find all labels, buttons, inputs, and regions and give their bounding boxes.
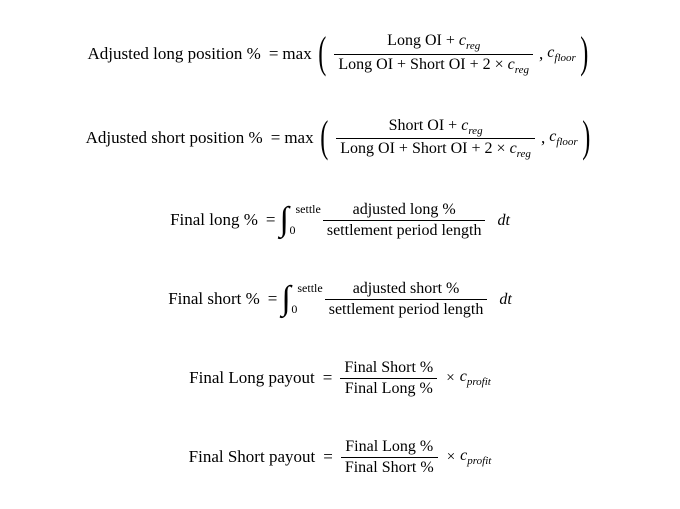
eq4-fraction: adjusted short % settlement period lengt… <box>321 279 492 319</box>
equals-sign: = <box>267 129 285 148</box>
reg-sub: reg <box>515 64 529 76</box>
eq1-fraction: Long OI + creg Long OI + Short OI + 2 × … <box>330 31 537 77</box>
equation-adjusted-long: Adjusted long position % = max ( Long OI… <box>10 31 670 77</box>
eq1-den-a: Long OI <box>338 56 393 73</box>
profit-sub: profit <box>467 455 491 467</box>
eq2-den-a: Long OI <box>340 140 395 157</box>
int-upper: settle <box>296 203 321 216</box>
eq3-den: settlement period length <box>323 221 486 241</box>
eq5-lhs: Final Long payout <box>189 369 319 388</box>
two-times: 2 × <box>485 140 506 157</box>
comma: , <box>537 45 547 64</box>
c-profit: cprofit <box>460 447 491 467</box>
eq1-den-b: Short OI <box>410 56 466 73</box>
eq6-num: Final Long % <box>341 437 437 457</box>
equations-page: Adjusted long position % = max ( Long OI… <box>0 0 680 509</box>
eq4-den: settlement period length <box>325 300 488 320</box>
max-fn: max <box>284 129 315 148</box>
eq3-fraction: adjusted long % settlement period length <box>319 200 490 240</box>
eq1-lhs: Adjusted long position % <box>88 45 265 64</box>
c-var: c <box>510 140 517 157</box>
dt: dt <box>489 212 509 230</box>
plus: + <box>395 140 412 157</box>
eq5-fraction: Final Short % Final Long % <box>336 358 441 398</box>
plus: + <box>444 117 461 134</box>
c-var: c <box>508 56 515 73</box>
integral-icon: ∫ settle 0 <box>281 286 292 313</box>
floor-sub: floor <box>554 52 575 64</box>
reg-sub: reg <box>466 41 480 53</box>
equals-sign: = <box>262 211 280 230</box>
eq1-numerator: Long OI + creg <box>383 31 484 53</box>
equals-sign: = <box>319 448 337 467</box>
open-paren-icon: ( <box>319 119 328 154</box>
eq2-num-text: Short OI <box>389 117 445 134</box>
integral-symbol-icon: ∫ <box>281 285 290 312</box>
profit-sub: profit <box>467 376 491 388</box>
close-paren-icon: ) <box>580 35 589 70</box>
comma: , <box>539 129 549 148</box>
c-var: c <box>459 32 466 49</box>
equation-final-short-payout: Final Short payout = Final Long % Final … <box>10 437 670 477</box>
equals-sign: = <box>265 45 283 64</box>
equation-final-long-payout: Final Long payout = Final Short % Final … <box>10 358 670 398</box>
plus: + <box>442 32 459 49</box>
c-floor: cfloor <box>549 128 578 148</box>
c-profit: cprofit <box>460 368 491 388</box>
equals-sign: = <box>264 290 282 309</box>
equation-final-long-pct: Final long % = ∫ settle 0 adjusted long … <box>10 200 670 240</box>
equation-final-short-pct: Final short % = ∫ settle 0 adjusted shor… <box>10 279 670 319</box>
open-paren-icon: ( <box>317 35 326 70</box>
int-lower: 0 <box>291 303 297 316</box>
eq2-lhs: Adjusted short position % <box>86 129 267 148</box>
times-sign: × <box>442 449 460 466</box>
dt: dt <box>491 291 511 309</box>
eq1-num-text: Long OI <box>387 32 442 49</box>
eq2-den-b: Short OI <box>412 140 468 157</box>
integral-symbol-icon: ∫ <box>280 206 289 233</box>
equation-adjusted-short: Adjusted short position % = max ( Short … <box>10 116 670 162</box>
eq2-fraction: Short OI + creg Long OI + Short OI + 2 ×… <box>332 116 539 162</box>
eq2-numerator: Short OI + creg <box>385 116 487 138</box>
int-upper: settle <box>297 282 322 295</box>
reg-sub: reg <box>468 125 482 137</box>
integral-icon: ∫ settle 0 <box>280 207 291 234</box>
eq5-den: Final Long % <box>341 379 437 399</box>
times-sign: × <box>441 370 459 387</box>
eq3-num: adjusted long % <box>349 200 460 220</box>
two-times: 2 × <box>483 56 504 73</box>
max-fn: max <box>282 45 313 64</box>
eq6-fraction: Final Long % Final Short % <box>337 437 442 477</box>
eq4-num: adjusted short % <box>349 279 464 299</box>
close-paren-icon: ) <box>581 119 590 154</box>
floor-sub: floor <box>556 137 577 149</box>
eq5-num: Final Short % <box>340 358 437 378</box>
eq2-denominator: Long OI + Short OI + 2 × creg <box>336 139 535 161</box>
c-floor: cfloor <box>547 44 576 64</box>
eq1-denominator: Long OI + Short OI + 2 × creg <box>334 55 533 77</box>
plus: + <box>466 56 483 73</box>
reg-sub: reg <box>517 148 531 160</box>
eq4-lhs: Final short % <box>168 290 264 309</box>
equals-sign: = <box>319 369 337 388</box>
eq6-den: Final Short % <box>341 458 438 478</box>
eq6-lhs: Final Short payout <box>189 448 320 467</box>
plus: + <box>393 56 410 73</box>
c-var: c <box>460 368 467 385</box>
eq3-lhs: Final long % <box>170 211 262 230</box>
int-lower: 0 <box>290 224 296 237</box>
plus: + <box>468 140 485 157</box>
